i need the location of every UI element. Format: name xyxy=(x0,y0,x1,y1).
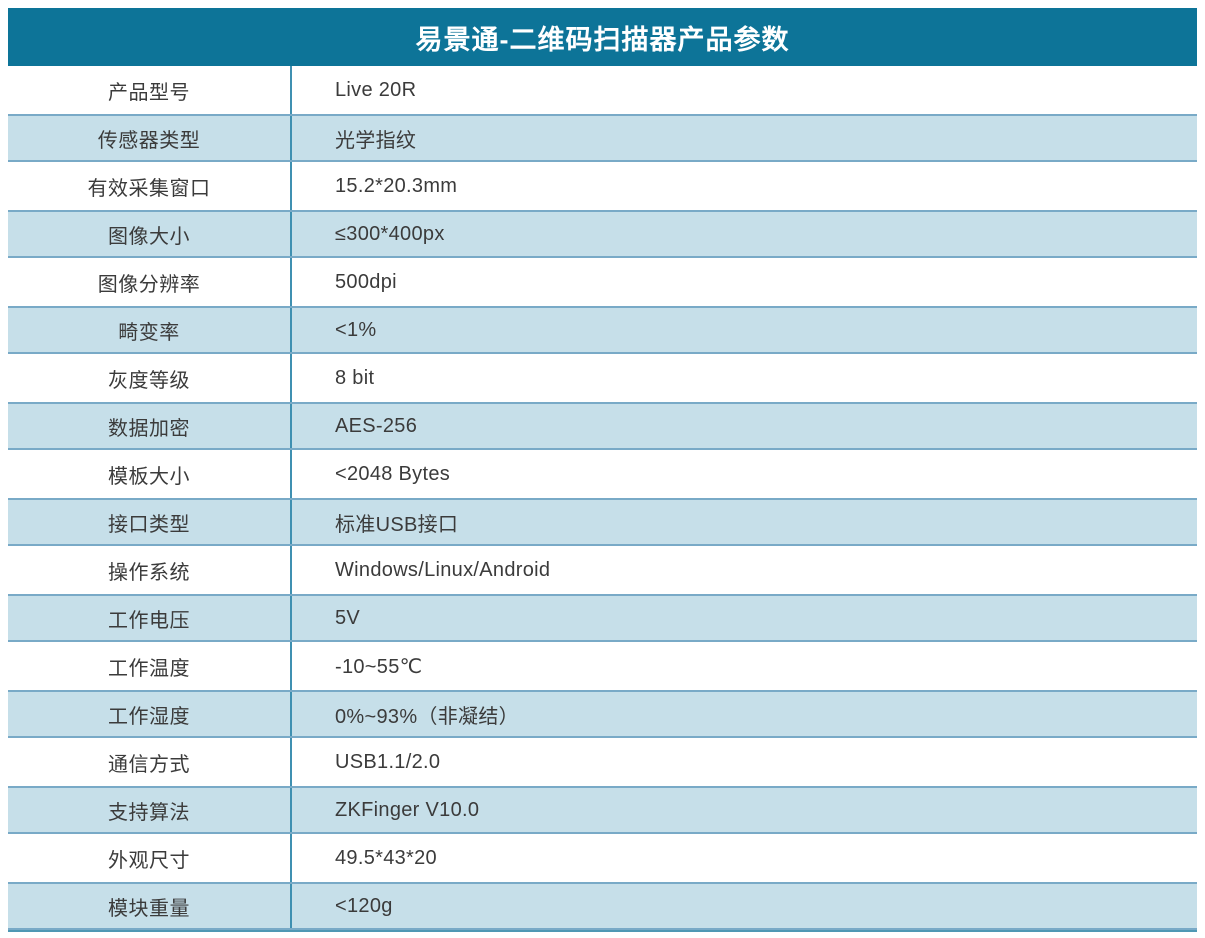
table-row: 操作系统 Windows/Linux/Android xyxy=(8,546,1197,594)
spec-label: 工作湿度 xyxy=(108,705,190,728)
spec-value: 15.2*20.3mm xyxy=(290,162,1197,210)
spec-value: <1% xyxy=(290,308,1197,352)
spec-value: 49.5*43*20 xyxy=(290,834,1197,882)
spec-label: 产品型号 xyxy=(108,81,190,104)
table-row: 灰度等级 8 bit xyxy=(8,354,1197,402)
table-title: 易景通-二维码扫描器产品参数 xyxy=(415,24,790,55)
table-row: 工作温度 -10~55℃ xyxy=(8,642,1197,690)
table-row: 模块重量 <120g xyxy=(8,882,1197,930)
spec-label: 传感器类型 xyxy=(97,129,201,152)
table-row: 支持算法 ZKFinger V10.0 xyxy=(8,786,1197,834)
spec-label: 有效采集窗口 xyxy=(87,177,211,200)
spec-value: ≤300*400px xyxy=(290,212,1197,256)
table-row: 传感器类型 光学指纹 xyxy=(8,114,1197,162)
spec-label: 支持算法 xyxy=(108,801,190,824)
table-row: 工作电压 5V xyxy=(8,594,1197,642)
table-row: 工作湿度 0%~93%（非凝结） xyxy=(8,690,1197,738)
spec-value: 标准USB接口 xyxy=(290,500,1197,544)
spec-value: <2048 Bytes xyxy=(290,450,1197,498)
spec-value: 500dpi xyxy=(290,258,1197,306)
spec-label: 工作电压 xyxy=(108,609,190,632)
spec-label: 通信方式 xyxy=(108,753,190,776)
spec-value: 8 bit xyxy=(290,354,1197,402)
spec-value: ZKFinger V10.0 xyxy=(290,788,1197,832)
table-row: 通信方式 USB1.1/2.0 xyxy=(8,738,1197,786)
spec-table: 易景通-二维码扫描器产品参数 产品型号 Live 20R 传感器类型 光学指纹 有效采集… xyxy=(8,8,1197,930)
spec-value: AES-256 xyxy=(290,404,1197,448)
table-row: 接口类型 标准USB接口 xyxy=(8,498,1197,546)
spec-label: 模板大小 xyxy=(108,465,190,488)
table-row: 畸变率 <1% xyxy=(8,306,1197,354)
spec-label: 工作温度 xyxy=(108,657,190,680)
spec-label: 操作系统 xyxy=(108,561,190,584)
spec-label: 数据加密 xyxy=(108,417,190,440)
spec-value: <120g xyxy=(290,884,1197,928)
spec-value: 光学指纹 xyxy=(290,116,1197,160)
table-row: 有效采集窗口 15.2*20.3mm xyxy=(8,162,1197,210)
table-row: 产品型号 Live 20R xyxy=(8,66,1197,114)
spec-value: 0%~93%（非凝结） xyxy=(290,692,1197,736)
spec-label: 图像大小 xyxy=(108,225,190,248)
spec-value: -10~55℃ xyxy=(290,642,1197,690)
table-row: 数据加密 AES-256 xyxy=(8,402,1197,450)
table-row: 模板大小 <2048 Bytes xyxy=(8,450,1197,498)
table-body: 产品型号 Live 20R 传感器类型 光学指纹 有效采集窗口 15.2*20.3mm 图像… xyxy=(8,66,1197,930)
spec-label: 灰度等级 xyxy=(108,369,190,392)
spec-value: 5V xyxy=(290,596,1197,640)
spec-value: USB1.1/2.0 xyxy=(290,738,1197,786)
table-row: 图像分辨率 500dpi xyxy=(8,258,1197,306)
spec-value: Live 20R xyxy=(290,66,1197,114)
spec-label: 模块重量 xyxy=(108,897,190,920)
spec-label: 图像分辨率 xyxy=(97,273,201,296)
table-row: 外观尺寸 49.5*43*20 xyxy=(8,834,1197,882)
table-row: 图像大小 ≤300*400px xyxy=(8,210,1197,258)
spec-label: 畸变率 xyxy=(118,321,180,344)
spec-label: 接口类型 xyxy=(108,513,190,536)
spec-value: Windows/Linux/Android xyxy=(290,546,1197,594)
spec-label: 外观尺寸 xyxy=(108,849,190,872)
table-title-bar: 易景通-二维码扫描器产品参数 xyxy=(8,8,1197,66)
